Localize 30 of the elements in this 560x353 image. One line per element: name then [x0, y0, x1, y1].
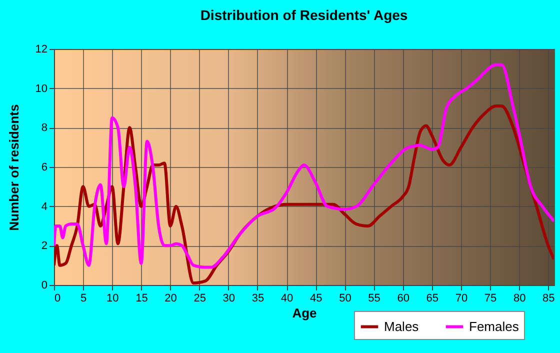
- x-tick-label: 55: [368, 292, 380, 304]
- x-tick-label: 75: [484, 292, 497, 304]
- x-tick-label: 60: [397, 292, 410, 304]
- y-tick-label: 10: [35, 82, 48, 95]
- y-tick-label: 4: [41, 200, 48, 213]
- x-tick-label: 35: [252, 292, 264, 304]
- x-tick-label: 10: [106, 292, 119, 304]
- x-tick-label: 70: [455, 292, 468, 304]
- y-axis-title: Number of residents: [6, 104, 22, 231]
- y-tick-label: 8: [41, 122, 48, 134]
- y-tick-label: 6: [41, 162, 48, 174]
- x-tick-label: 15: [136, 292, 148, 304]
- x-tick-label: 20: [164, 292, 177, 304]
- x-tick-label: 25: [194, 292, 206, 304]
- x-tick-label: 50: [339, 292, 352, 304]
- x-axis-title: Age: [292, 306, 317, 320]
- legend-label: Males: [384, 318, 420, 334]
- x-tick-label: 85: [542, 292, 555, 304]
- x-tick-label: 5: [80, 292, 87, 304]
- y-tick-label: 12: [35, 44, 48, 56]
- x-tick-label: 30: [222, 292, 236, 304]
- chart-title: Distribution of Residents' Ages: [200, 7, 408, 23]
- x-tick-label: 0: [54, 292, 61, 304]
- x-tick-label: 40: [280, 292, 294, 304]
- y-tick-label: 2: [41, 240, 48, 252]
- x-tick-label: 80: [513, 292, 526, 304]
- x-tick-label: 45: [310, 292, 322, 304]
- legend-label: Females: [469, 318, 520, 334]
- x-tick-label: 65: [426, 292, 439, 304]
- y-tick-label: 0: [41, 280, 48, 292]
